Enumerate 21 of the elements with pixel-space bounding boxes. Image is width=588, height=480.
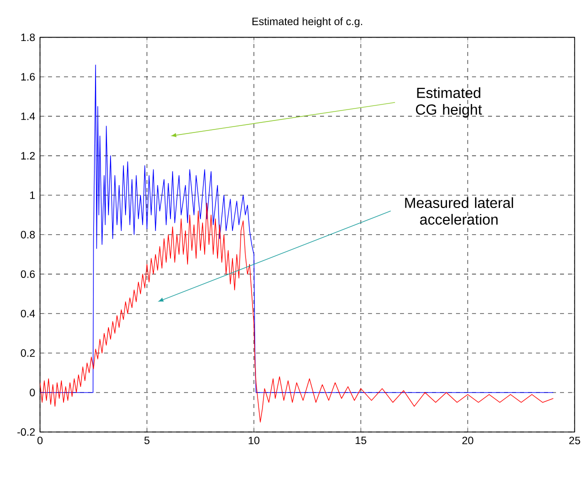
x-tick-label: 15 — [356, 436, 366, 444]
y-tick-label: -0.2 — [17, 428, 35, 436]
y-tick-label: 1.2 — [21, 152, 35, 160]
y-tick-label: 1.4 — [21, 112, 35, 120]
y-tick-label: 1.8 — [21, 34, 35, 42]
x-tick-label: 5 — [144, 436, 150, 444]
y-tick-label: 1.6 — [21, 73, 35, 81]
y-tick-label: 0 — [30, 388, 35, 396]
x-tick-label: 10 — [248, 436, 260, 444]
line-series — [40, 64, 554, 393]
chart-title: Estimated height of c.g. — [252, 17, 362, 28]
annotation: Measured lateral acceleration — [405, 197, 514, 225]
y-tick-label: 1 — [30, 192, 35, 199]
annotation: Estimated CG height — [416, 87, 482, 118]
x-tick-label: 20 — [462, 436, 474, 444]
y-tick-label: 0.2 — [20, 349, 35, 357]
x-tick-label: 0 — [37, 436, 43, 444]
y-tick-label: 0.8 — [20, 230, 35, 238]
x-tick-label: 25 — [569, 436, 580, 444]
y-tick-label: 0.4 — [20, 310, 35, 318]
y-tick-label: 0.6 — [20, 270, 35, 278]
